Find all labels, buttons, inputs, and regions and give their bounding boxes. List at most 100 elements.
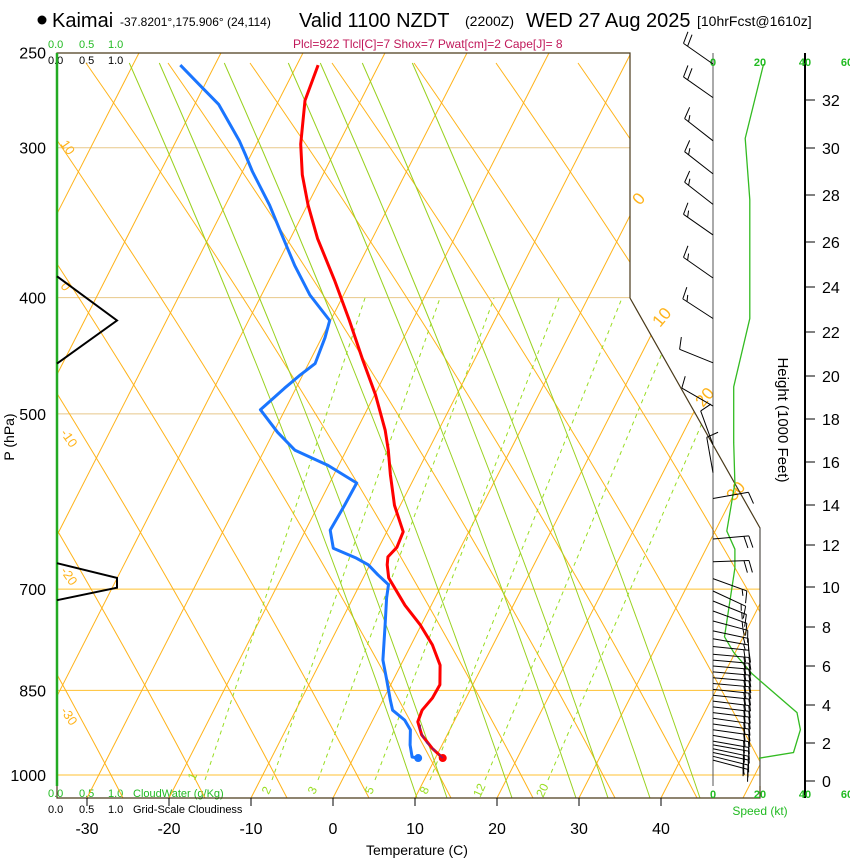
temperature-tick-label: 10	[406, 821, 424, 838]
dry-adiabat-line	[249, 62, 698, 798]
wind-barb	[683, 65, 714, 99]
wind-barb-staff	[679, 348, 714, 364]
pressure-tick-label: 250	[19, 46, 46, 63]
height-tick-label: 2	[822, 736, 831, 753]
wind-barb-feather	[683, 202, 689, 215]
dry-adiabat-line	[413, 62, 760, 798]
wind-barb-feather	[742, 768, 745, 775]
moist-adiabat-line	[128, 62, 418, 798]
isotherm-line	[57, 53, 304, 798]
wind-barb-staff	[712, 694, 749, 700]
speed-tick-label-bottom: 40	[799, 789, 811, 801]
pressure-tick-label: 500	[19, 407, 46, 424]
wind-barb-staff	[712, 752, 749, 761]
wind-barb-staff	[712, 706, 749, 712]
wind-barb-feather	[742, 606, 747, 619]
wind-barb-feather	[741, 612, 743, 620]
wind-barb-feather	[747, 751, 750, 764]
isotherm-label: 0	[629, 189, 650, 208]
mixing-ratio-line	[547, 297, 757, 781]
mixing-ratio-label: 8	[417, 784, 433, 796]
wind-barb-feather	[684, 140, 691, 152]
isotherm-label: 10	[649, 304, 676, 331]
wind-barb-feather	[688, 178, 691, 186]
mixing-ratio-label: 2	[259, 784, 275, 796]
mixing-ratio-line	[484, 297, 686, 781]
temperature-tick-label: -30	[75, 821, 98, 838]
y-axis-title: P (hPa)	[1, 413, 17, 460]
isotherm-label: 30	[723, 478, 750, 505]
dry-adiabat-line	[824, 63, 850, 798]
wind-barb	[706, 431, 719, 473]
wind-barb-feather	[683, 31, 689, 44]
wind-barb-feather	[741, 589, 744, 596]
station-name: Kaimai	[52, 10, 113, 32]
wind-barb	[683, 245, 714, 279]
dry-adiabat-line	[57, 62, 206, 798]
isotherm-line	[57, 53, 140, 798]
cloudwater-tick-top: 1.0	[108, 39, 123, 51]
dry-adiabat-line	[167, 62, 616, 798]
wind-barb-staff	[712, 665, 749, 670]
cloudiness-tick-bottom: 0.0	[48, 804, 63, 816]
wind-barb-staff	[712, 723, 749, 730]
wind-barb-staff	[712, 755, 749, 766]
wind-barb-feather	[748, 650, 752, 663]
cloudwater-tick-top: 0.5	[79, 39, 94, 51]
wind-barb-staff	[712, 671, 749, 676]
wind-barb-feather	[748, 560, 753, 573]
wind-barb	[684, 107, 714, 142]
wind-barb-feather	[748, 705, 751, 718]
cloudiness-profile	[56, 275, 119, 365]
wind-barb-staff	[684, 118, 714, 142]
dry-adiabat-label: -30	[58, 704, 81, 728]
wind-barb-feather	[700, 403, 712, 412]
cloudiness-tick-top: 0.0	[48, 55, 63, 67]
wind-speed-profile-line	[723, 63, 802, 759]
wind-barb	[683, 202, 714, 236]
mixing-ratio-label: 1	[185, 770, 201, 782]
wind-barb-feather	[687, 68, 693, 80]
wind-barb-feather	[748, 674, 752, 688]
speed-tick-label-top: 20	[754, 57, 766, 69]
height-tick-label: 16	[822, 455, 840, 472]
height-tick-label: 10	[822, 580, 840, 597]
wind-barb	[712, 755, 749, 778]
height-tick-label: 18	[822, 412, 840, 429]
wind-barb-feather	[683, 65, 689, 78]
wind-barb-feather	[744, 614, 747, 627]
parcel-profile-line	[419, 721, 444, 759]
wind-barb	[681, 376, 714, 407]
wind-barb-feather	[681, 376, 686, 389]
temperature-tick-label: 20	[488, 821, 506, 838]
wind-barb-feather	[683, 245, 689, 258]
wind-barb-staff	[712, 717, 749, 724]
wind-barb-feather	[688, 148, 691, 155]
temperature-tick-label: 0	[329, 821, 338, 838]
height-tick-label: 22	[822, 325, 840, 342]
temperature-profile-line	[299, 64, 444, 760]
speed-tick-label-top: 60	[841, 57, 850, 69]
wind-barb-feather	[748, 693, 752, 706]
wind-barb-staff	[712, 653, 749, 658]
wind-barb-staff	[712, 578, 747, 592]
wind-barb-staff	[712, 740, 749, 748]
wind-barb-staff	[712, 638, 749, 646]
mixing-ratio-label: 5	[362, 784, 378, 796]
dewpoint-surface-point	[414, 754, 423, 763]
wind-barb-staff	[712, 590, 746, 607]
wind-barb	[712, 535, 754, 549]
wind-barb	[700, 403, 714, 445]
speed-tick-label-bottom: 0	[710, 789, 716, 801]
height-tick-label: 32	[822, 93, 840, 110]
station-marker-icon	[37, 15, 47, 25]
height-tick-label: 24	[822, 280, 840, 297]
height-tick-label: 8	[822, 620, 831, 637]
isotherm-line	[86, 53, 468, 798]
moist-adiabat-line	[411, 62, 701, 798]
speed-tick-label-bottom: 20	[754, 789, 766, 801]
dry-adiabat-line	[85, 62, 534, 798]
wind-barb-staff	[712, 600, 747, 615]
height-tick-label: 12	[822, 538, 840, 555]
